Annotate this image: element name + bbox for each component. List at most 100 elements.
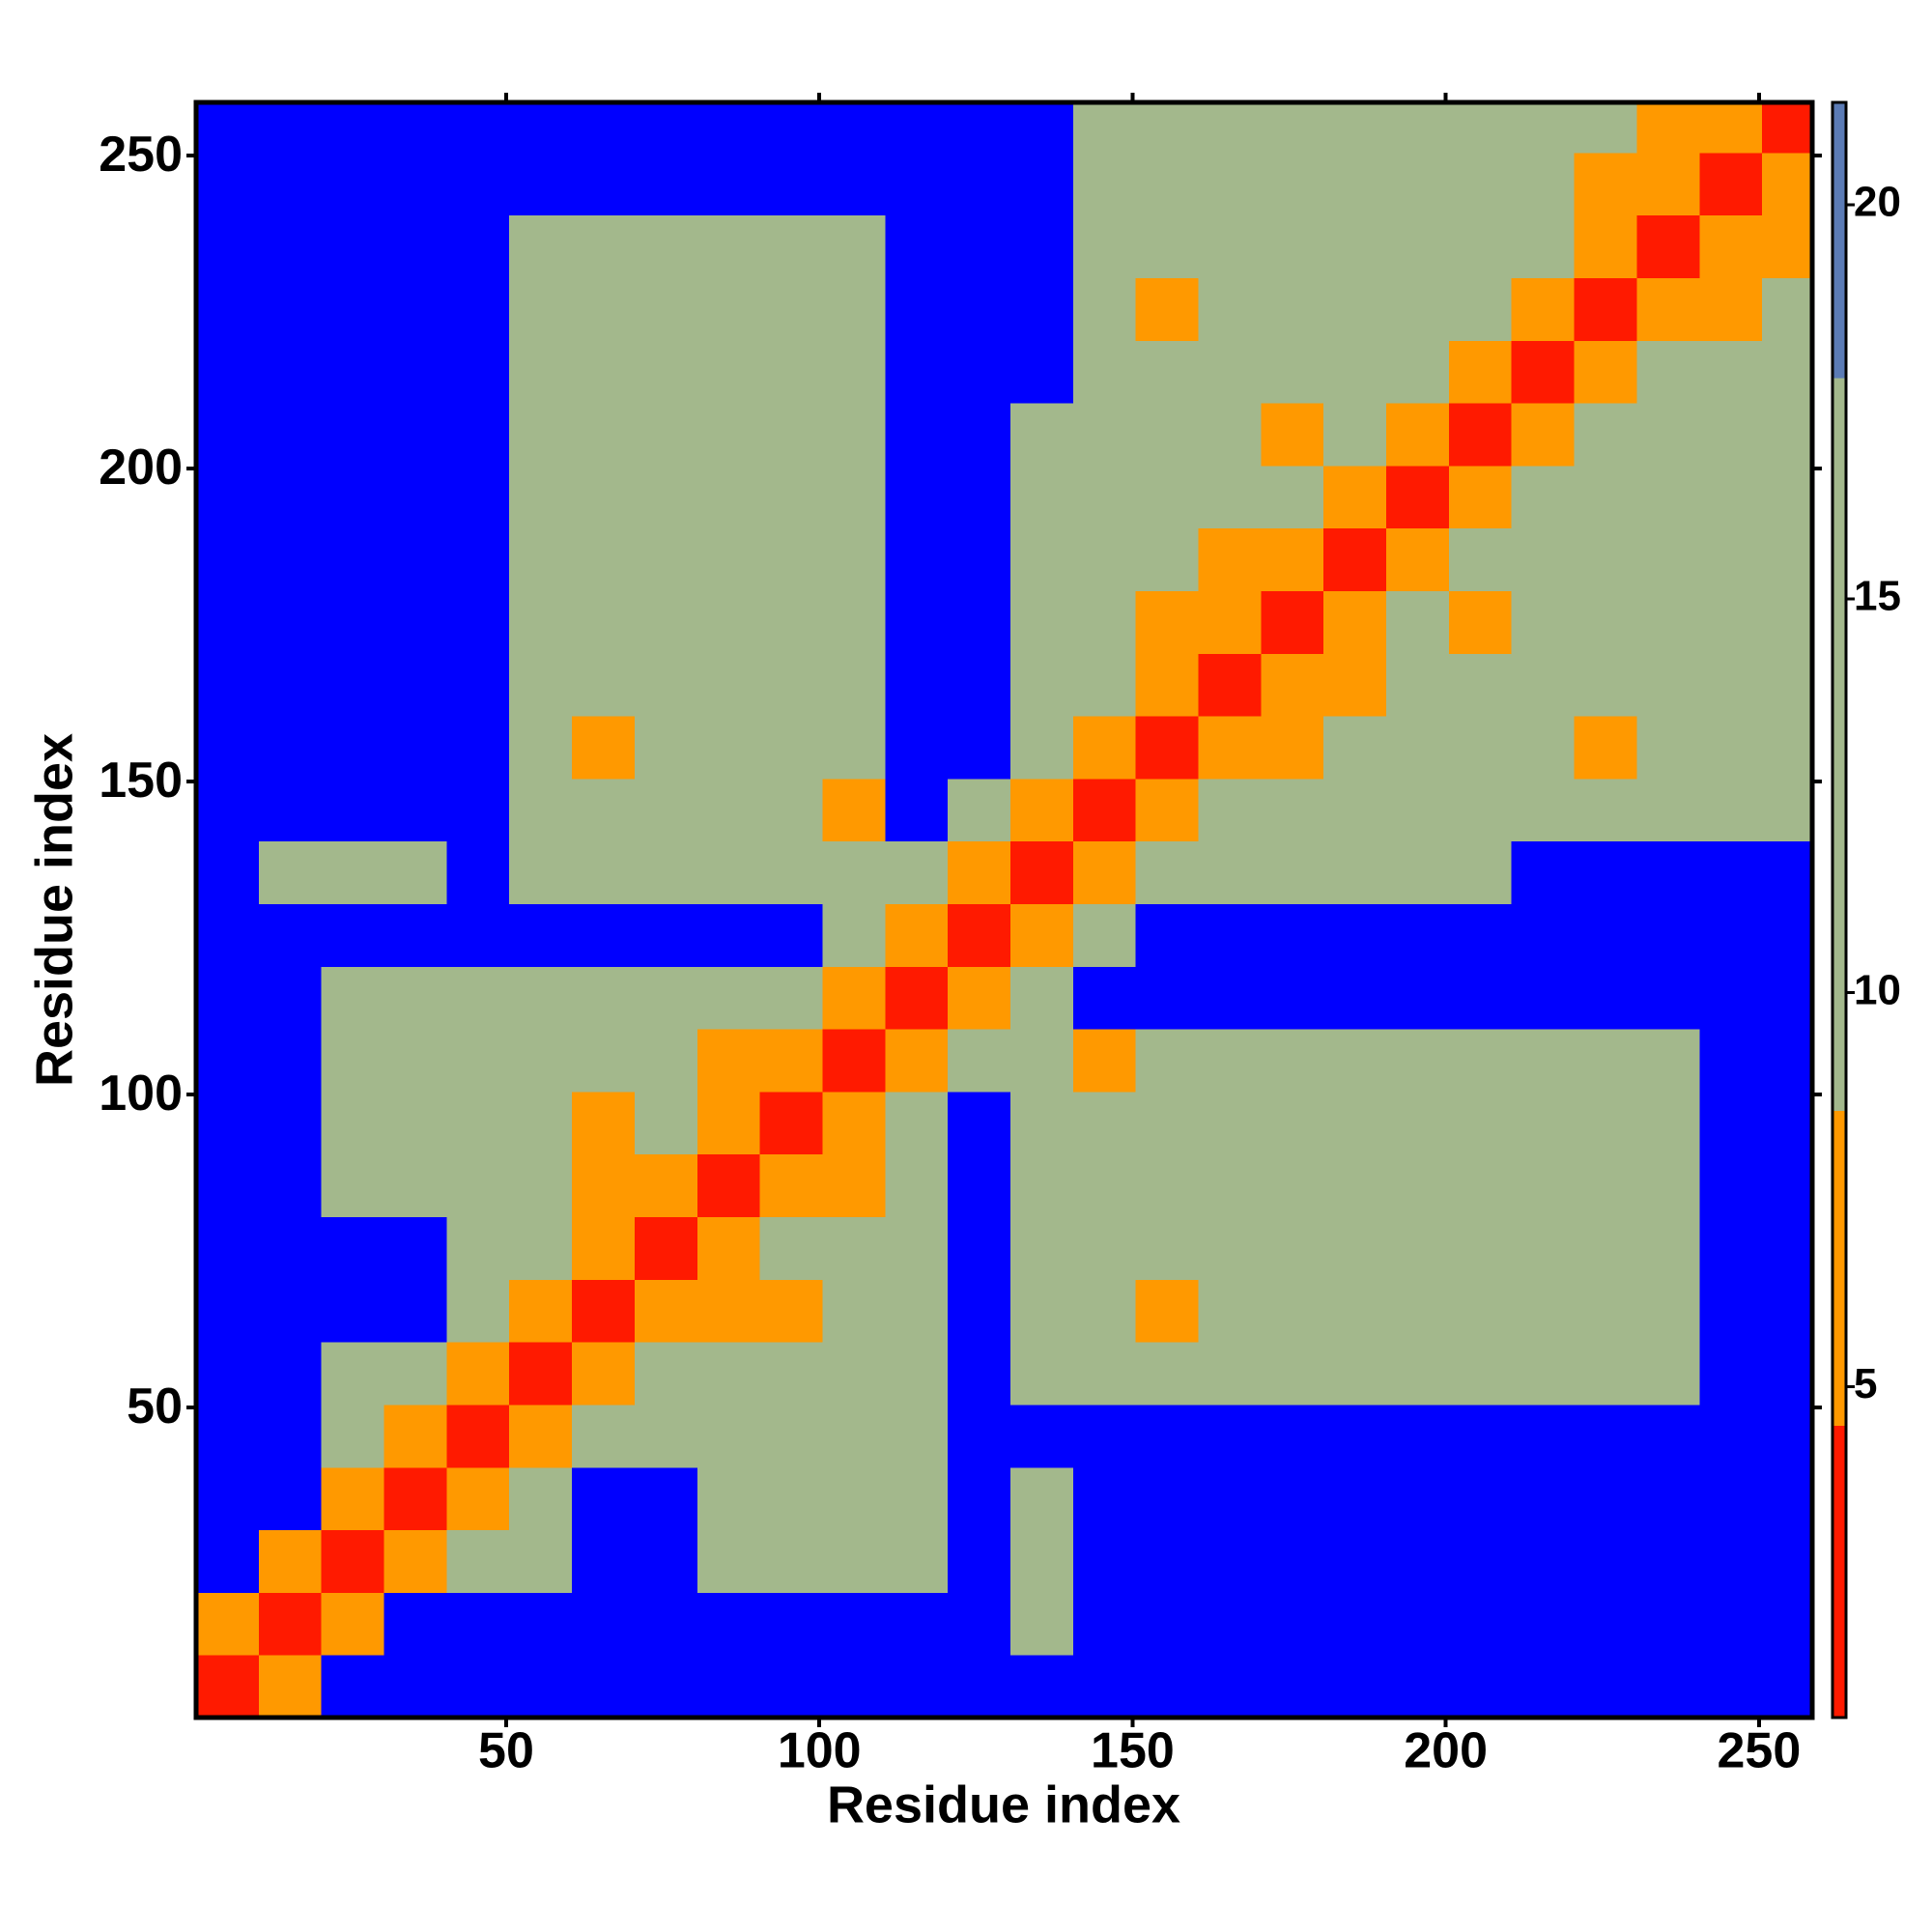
heatmap-cell [759, 102, 823, 154]
heatmap-cell [1699, 840, 1763, 905]
heatmap-cell [1636, 1342, 1700, 1406]
heatmap-cell [1699, 403, 1763, 467]
heatmap-cell [1511, 590, 1576, 654]
heatmap-cell [321, 1279, 385, 1343]
heatmap-cell [1323, 1216, 1387, 1280]
heatmap-cell [509, 778, 573, 842]
heatmap-cell [885, 214, 949, 278]
heatmap-cell [696, 1091, 761, 1155]
heatmap-cell [1448, 465, 1513, 529]
heatmap-cell [1386, 214, 1450, 278]
heatmap-cell [1636, 277, 1700, 341]
heatmap-cell [948, 1655, 1011, 1719]
heatmap-cell [509, 1342, 573, 1406]
heatmap-cell [1072, 1466, 1137, 1531]
heatmap-cell [885, 1279, 949, 1343]
heatmap-cell [696, 1592, 761, 1656]
heatmap-cell [321, 1592, 385, 1656]
heatmap-cell [1261, 1279, 1324, 1343]
heatmap-cell [1762, 1592, 1813, 1656]
heatmap-cell [1448, 527, 1513, 591]
heatmap-cell [258, 102, 323, 154]
heatmap-cell [1386, 1655, 1450, 1719]
heatmap-cell [1323, 1404, 1387, 1468]
heatmap-cell [572, 716, 636, 780]
heatmap-cell [1072, 403, 1137, 467]
heatmap-cell [196, 1029, 260, 1093]
heatmap-cell [1448, 1592, 1513, 1656]
heatmap-cell [384, 590, 447, 654]
heatmap-cell [1574, 840, 1637, 905]
heatmap-cell [696, 152, 761, 216]
heatmap-cell [1386, 1342, 1450, 1406]
heatmap-cell [509, 214, 573, 278]
heatmap-cell [1448, 1466, 1513, 1531]
heatmap-cell [1511, 214, 1576, 278]
heatmap-cell [1072, 903, 1137, 967]
heatmap-cell [948, 716, 1011, 780]
heatmap-cell [1386, 152, 1450, 216]
heatmap-cell [1198, 1216, 1262, 1280]
heatmap-cell [1574, 903, 1637, 967]
heatmap-cell [321, 1404, 385, 1468]
heatmap-cell [1574, 527, 1637, 591]
heatmap-cell [1135, 465, 1200, 529]
heatmap-cell [196, 340, 260, 404]
heatmap-cell [1699, 1279, 1763, 1343]
heatmap-cell [696, 1279, 761, 1343]
heatmap-cell [696, 1029, 761, 1093]
heatmap-cell [1261, 1153, 1324, 1218]
heatmap-cell [696, 1466, 761, 1531]
heatmap-cell [446, 1466, 510, 1531]
heatmap-cell [1574, 778, 1637, 842]
colorbar-tick-label: 20 [1854, 179, 1901, 226]
heatmap-cell [1072, 1216, 1137, 1280]
heatmap-cell [1448, 653, 1513, 717]
heatmap-cell [1636, 403, 1700, 467]
heatmap-cell [885, 1655, 949, 1719]
heatmap-cell [446, 403, 510, 467]
heatmap-cell [572, 152, 636, 216]
heatmap-cell [1511, 527, 1576, 591]
heatmap-cell [822, 716, 886, 780]
heatmap-cell [696, 1655, 761, 1719]
heatmap-cell [1261, 1655, 1324, 1719]
heatmap-cell [948, 277, 1011, 341]
heatmap-cell [258, 1404, 323, 1468]
plot-frame [193, 99, 1815, 1720]
heatmap-cell [1636, 1029, 1700, 1093]
heatmap-cell [1009, 1466, 1074, 1531]
heatmap-cell [321, 277, 385, 341]
heatmap-cell [1448, 778, 1513, 842]
heatmap-cell [696, 1153, 761, 1218]
heatmap-cell [1261, 403, 1324, 467]
heatmap-cell [1323, 1655, 1387, 1719]
heatmap-cell [1574, 590, 1637, 654]
heatmap-cell [1072, 1029, 1137, 1093]
heatmap-cell [1636, 1091, 1700, 1155]
heatmap-cell [509, 1592, 573, 1656]
heatmap-cell [1699, 277, 1763, 341]
heatmap-cell [696, 1216, 761, 1280]
heatmap-cell [196, 653, 260, 717]
heatmap-cell [1511, 152, 1576, 216]
heatmap-cell [196, 778, 260, 842]
heatmap-cell [1762, 1655, 1813, 1719]
heatmap-cell [258, 403, 323, 467]
heatmap-cell [384, 1592, 447, 1656]
heatmap-cell [1511, 340, 1576, 404]
heatmap-cell [1636, 1279, 1700, 1343]
heatmap-cell [1762, 966, 1813, 1030]
heatmap-cell [634, 340, 698, 404]
heatmap-cell [1448, 903, 1513, 967]
heatmap-cell [759, 966, 823, 1030]
heatmap-cell [1762, 277, 1813, 341]
heatmap-cell [1699, 1466, 1763, 1531]
heatmap-cell [446, 1029, 510, 1093]
heatmap-cell [885, 653, 949, 717]
heatmap-cell [446, 1655, 510, 1719]
heatmap-cell [258, 1029, 323, 1093]
heatmap-cell [1072, 340, 1137, 404]
heatmap-cell [759, 1404, 823, 1468]
heatmap-cell [885, 840, 949, 905]
